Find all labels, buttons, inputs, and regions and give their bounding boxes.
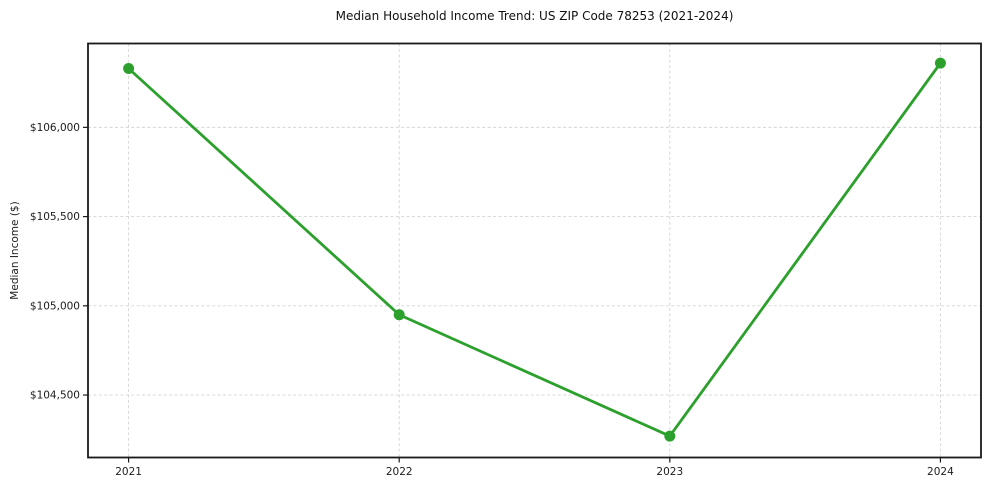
x-tick-label: 2022	[386, 466, 413, 478]
income-trend-line	[127, 61, 942, 438]
axis-layer: $104,500 $105,000 $105,500 $106,000 2021 2022…	[30, 42, 982, 478]
y-tick-label: $105,500	[30, 211, 80, 223]
grid-layer	[88, 43, 981, 458]
x-tick-label: 2024	[927, 466, 954, 478]
y-tick-label: $104,500	[30, 390, 80, 402]
chart-title: Median Household Income Trend: US ZIP Co…	[335, 9, 734, 23]
data-point-2021	[123, 62, 135, 74]
series-layer	[123, 57, 946, 442]
data-point-2024	[934, 57, 946, 69]
plot-border	[87, 42, 982, 459]
y-axis-label: Median Income ($)	[9, 201, 21, 299]
data-point-2022	[393, 309, 405, 321]
data-point-2023	[664, 430, 676, 442]
x-tick-label: 2023	[656, 466, 683, 478]
y-tick-label: $105,000	[30, 300, 80, 312]
x-tick-label: 2021	[115, 466, 142, 478]
y-tick-label: $106,000	[30, 122, 80, 134]
